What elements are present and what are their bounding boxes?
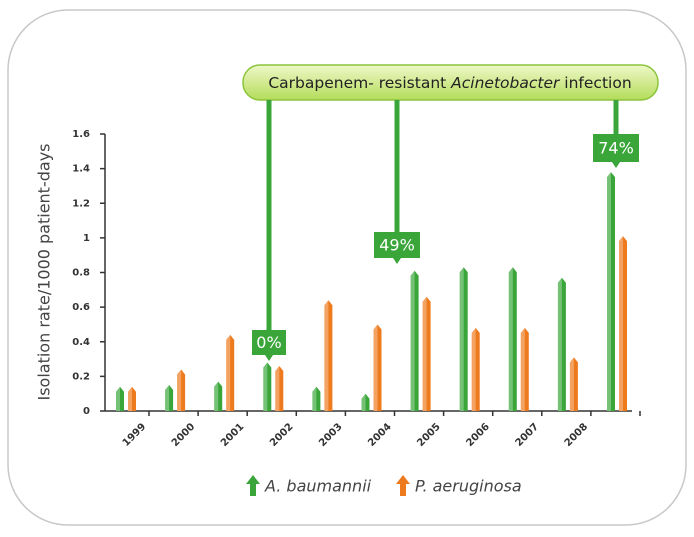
bar-shape — [373, 324, 382, 411]
bar-highlight — [619, 236, 623, 411]
bar-highlight — [312, 386, 317, 411]
percent-box — [593, 134, 639, 168]
y-tick-label: 0.2 — [72, 371, 90, 382]
bar-shape — [226, 334, 235, 411]
bar-shape — [361, 393, 370, 411]
bar — [128, 386, 136, 411]
bar-shape — [116, 386, 124, 411]
bar — [226, 334, 235, 411]
bar-shape — [275, 365, 284, 411]
bar-shape — [324, 300, 333, 411]
bar-highlight — [508, 267, 513, 411]
bar-shape — [569, 357, 578, 411]
bar-highlight — [275, 365, 280, 411]
bar-shape — [410, 270, 419, 411]
bar — [263, 362, 272, 411]
bar-highlight — [214, 381, 219, 411]
bar-highlight — [116, 386, 120, 411]
y-tick-label: 0.4 — [72, 337, 90, 348]
annotation-part: Acinetobacter — [450, 74, 561, 92]
annotation-part: infection — [559, 74, 631, 92]
bar-highlight — [607, 172, 611, 411]
y-tick-label: 1.4 — [72, 164, 90, 175]
bar — [410, 270, 419, 411]
bar-shape — [619, 236, 627, 411]
bar-shape — [177, 369, 186, 411]
legend-swatch — [396, 475, 410, 496]
bar-shape — [471, 327, 480, 411]
bar — [557, 277, 566, 411]
percent-label: 49% — [379, 236, 415, 255]
bar — [275, 365, 284, 411]
legend-label: A. baumannii — [264, 477, 372, 496]
bar-highlight — [520, 327, 525, 411]
annotation-part: Carbapenem- resistant — [268, 74, 451, 92]
bar-shape — [165, 385, 174, 411]
bar-shape — [263, 362, 272, 411]
bar — [165, 385, 174, 411]
bar — [312, 386, 321, 411]
bar-shape — [422, 296, 431, 411]
y-tick-label: 1 — [83, 233, 90, 244]
bar — [607, 172, 615, 411]
legend-swatch — [246, 475, 260, 496]
bar — [214, 381, 223, 411]
bar-highlight — [410, 270, 415, 411]
bar-highlight — [226, 334, 231, 411]
bar — [471, 327, 480, 411]
bar — [508, 267, 517, 411]
annotation: Carbapenem- resistant Acinetobacter infe… — [268, 74, 631, 92]
y-tick-label: 0 — [83, 406, 90, 417]
bar — [361, 393, 370, 411]
bar — [619, 236, 627, 411]
y-tick-label: 0.6 — [72, 302, 90, 313]
bar-shape — [128, 386, 136, 411]
bar — [116, 386, 124, 411]
bar-highlight — [165, 385, 170, 411]
bar-shape — [508, 267, 517, 411]
y-tick-label: 0.8 — [72, 268, 90, 279]
legend-label: P. aeruginosa — [415, 477, 522, 496]
bar-shape — [520, 327, 529, 411]
y-axis-label: Isolation rate/1000 patient-days — [35, 144, 54, 401]
bar-highlight — [557, 277, 562, 411]
bar-highlight — [128, 386, 132, 411]
bar — [459, 267, 468, 411]
bar-shape — [459, 267, 468, 411]
bar-highlight — [324, 300, 329, 411]
bar-highlight — [569, 357, 574, 411]
percent-label: 74% — [598, 139, 634, 158]
percent-box — [374, 232, 420, 264]
bar-shape — [312, 386, 321, 411]
percent-label: 0% — [256, 333, 281, 352]
annotation-bubble — [242, 64, 659, 101]
bar-highlight — [361, 393, 366, 411]
y-tick-label: 1.6 — [72, 129, 90, 140]
bar — [569, 357, 578, 411]
bar-highlight — [263, 362, 268, 411]
bar — [422, 296, 431, 411]
percent-box — [252, 330, 286, 361]
bar-highlight — [471, 327, 476, 411]
bar — [177, 369, 186, 411]
bar-highlight — [373, 324, 378, 411]
bar — [520, 327, 529, 411]
bar-highlight — [459, 267, 464, 411]
bar-highlight — [422, 296, 427, 411]
bar — [373, 324, 382, 411]
bar-shape — [607, 172, 615, 411]
bar-highlight — [177, 369, 182, 411]
bar — [324, 300, 333, 411]
y-tick-label: 1.2 — [72, 198, 90, 209]
bar-shape — [214, 381, 223, 411]
bar-shape — [557, 277, 566, 411]
